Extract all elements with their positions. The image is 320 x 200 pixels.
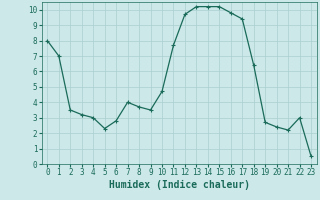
X-axis label: Humidex (Indice chaleur): Humidex (Indice chaleur) [109, 180, 250, 190]
